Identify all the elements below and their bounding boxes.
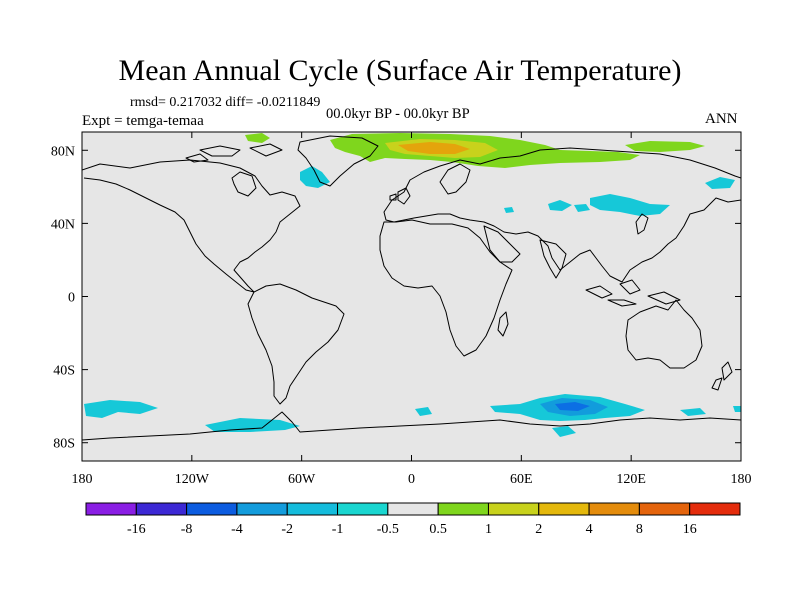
lat-tick-label: 80S [53,437,75,452]
colorbar-label: 8 [636,522,643,537]
colorbar-swatch [487,502,540,516]
colorbar-label: 2 [535,522,542,537]
coast-europe-asia [383,147,741,283]
colorbar-label: -0.5 [377,522,399,537]
weddell-cooling [415,407,432,416]
colorbar-swatch [236,502,288,516]
coast-new-zealand [711,361,733,391]
lat-tick-label: 40S [53,364,75,379]
colorbar-swatch [689,502,741,516]
colorbar-label: 4 [586,522,593,537]
barents-sea-warming-4 [398,142,470,154]
central-asia-cooling-b [548,200,572,211]
coast-arabia [483,225,521,263]
coast-scandinavia [439,163,471,195]
coast-greenland [297,135,379,187]
coast-japan [635,213,649,235]
season-label: ANN [705,111,738,127]
lon-tick-label: 180 [731,472,752,487]
map-background [82,132,741,461]
central-asia-cooling [590,194,670,216]
colorbar-label: 16 [683,522,697,537]
lon-tick-label: 60W [288,472,316,487]
colorbar-swatch [85,502,137,516]
lon-tick-label: 120W [175,472,210,487]
amery-cooling [552,426,576,437]
anomaly-fill-layer [84,133,741,437]
dateline-cooling [733,406,741,412]
colorbar-swatch [186,502,238,516]
coast-hudson-bay [231,171,257,197]
rmsd-diff-stats: rmsd= 0.217032 diff= -0.0211849 [130,95,321,110]
lon-tick-label: 120E [616,472,646,487]
experiment-label: Expt = temga-temaa [82,113,204,129]
colorbar-swatch [286,502,339,516]
colorbar-label: -1 [332,522,344,537]
coast-british-isles [389,187,411,205]
coast-madagascar [497,311,509,337]
longitude-axis-labels: 180 120W 60W 0 60E 120E 180 [72,472,752,487]
east-siberian-warming [625,141,705,152]
pacific-sector-cooling [680,408,706,416]
canadian-arctic-warming [245,133,270,143]
colorbar-swatch [588,502,640,516]
ross-amundsen-cooling [205,418,300,432]
coastlines [82,135,741,441]
axis-ticks [81,132,742,461]
lat-tick-label: 40N [51,217,75,232]
coast-north-america [82,159,301,293]
plot-title: Mean Annual Cycle (Surface Air Temperatu… [118,54,682,87]
colorbar-label: 1 [485,522,492,537]
colorbar-label: -4 [231,522,243,537]
east-antarctic-cooling-4 [555,402,590,411]
colorbar-swatch [337,502,389,516]
coast-antarctica [82,411,741,441]
lon-tick-label: 0 [408,472,415,487]
colorbar-swatch [387,502,439,516]
central-asia-cooling-c [574,204,590,212]
colorbar-labels: -16 -8 -4 -2 -1 -0.5 0.5 1 2 4 8 16 [127,522,697,537]
latitude-axis-labels: 80N 40N 0 40S 80S [51,144,75,451]
coast-australia [625,299,703,369]
lon-tick-label: 60E [510,472,533,487]
colorbar-label: 0.5 [429,522,447,537]
colorbar-swatch [135,502,188,516]
southern-ocean-pacific-cooling [84,400,158,418]
coast-africa [379,219,513,357]
colorbar-label: -2 [281,522,293,537]
time-period-label: 00.0kyr BP - 00.0kyr BP [326,106,470,122]
colorbar-swatch [437,502,489,516]
colorbar-swatch [638,502,691,516]
map-contents [82,133,741,441]
coast-indonesia [585,279,681,307]
lon-tick-label: 180 [72,472,93,487]
colorbar [85,502,741,516]
colorbar-label: -8 [181,522,193,537]
coast-india [539,239,567,279]
colorbar-swatch [538,502,590,516]
coast-arctic-islands [185,143,283,163]
colorbar-label: -16 [127,522,146,537]
bering-cooling [705,177,735,189]
europe-cooling [504,207,514,213]
lat-tick-label: 80N [51,144,75,159]
coast-south-america [247,283,345,405]
lat-tick-label: 0 [68,291,75,306]
